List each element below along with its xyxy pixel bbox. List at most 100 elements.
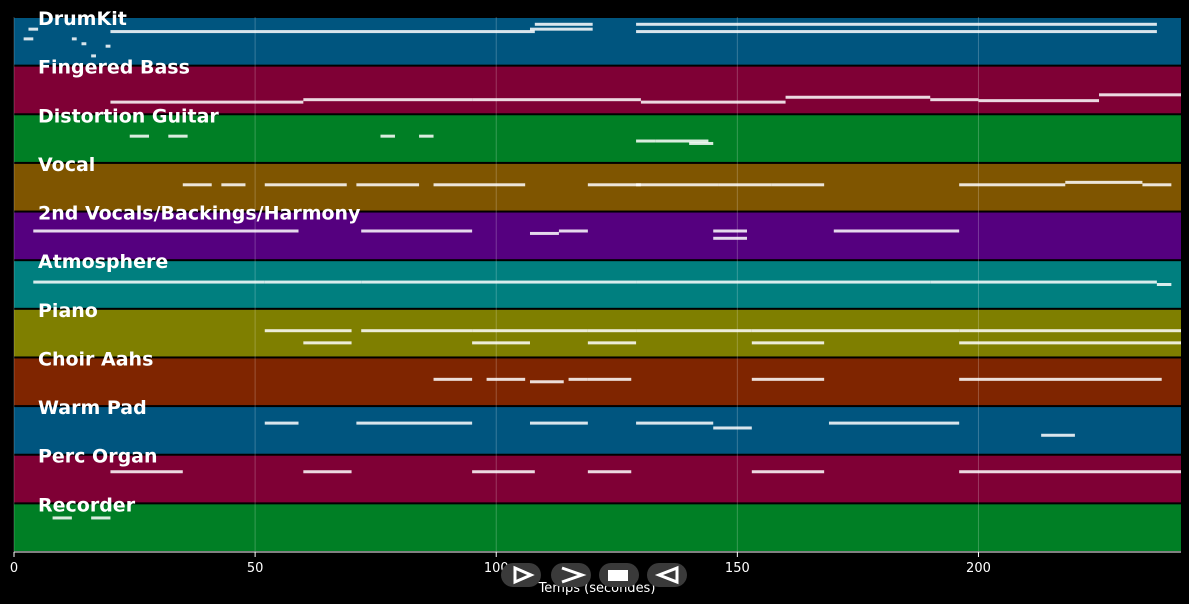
track-lane	[14, 261, 1181, 308]
fast-forward-icon	[561, 566, 587, 584]
note-run	[264, 421, 299, 425]
rewind-icon	[654, 565, 679, 585]
note-run	[751, 329, 960, 333]
play-icon	[513, 565, 535, 585]
track-lane	[14, 504, 1181, 551]
track-label: Perc Organ	[38, 446, 158, 468]
note-run	[636, 421, 714, 425]
note-run	[587, 183, 641, 187]
note-run	[930, 98, 979, 102]
track-lane	[14, 407, 1181, 454]
note-run	[640, 100, 786, 104]
track-lane	[14, 358, 1181, 406]
note-run	[380, 134, 395, 138]
note-run	[472, 329, 588, 333]
note-run	[930, 280, 1157, 284]
note-run	[168, 134, 188, 138]
x-tick-label: 0	[10, 561, 18, 576]
note-run	[433, 377, 473, 381]
note-run	[356, 421, 473, 425]
track-label: Recorder	[38, 494, 136, 516]
note-run	[959, 341, 1181, 345]
note-run	[558, 229, 588, 233]
note-run	[636, 280, 931, 284]
note-run	[71, 37, 77, 41]
note-run	[264, 329, 352, 333]
track-lane	[14, 66, 1181, 114]
note-run	[689, 141, 714, 145]
note-run	[486, 377, 526, 381]
note-run	[751, 377, 825, 381]
track-label: Atmosphere	[38, 251, 168, 273]
note-run	[448, 229, 473, 233]
note-run	[221, 183, 246, 187]
note-run	[419, 134, 434, 138]
playback-controls	[501, 563, 691, 589]
track-label: Fingered Bass	[38, 57, 190, 79]
note-run	[1041, 433, 1075, 437]
note-run	[828, 421, 960, 425]
track-label: Vocal	[38, 154, 95, 176]
note-run	[529, 380, 564, 384]
rewind-button[interactable]	[647, 563, 687, 587]
note-run	[587, 329, 637, 333]
track-lane	[14, 163, 1181, 211]
note-run	[568, 377, 588, 381]
play-button[interactable]	[501, 563, 541, 587]
stop-icon	[608, 570, 628, 581]
note-run	[303, 470, 352, 474]
note-run	[959, 377, 1162, 381]
note-run	[303, 341, 352, 345]
note-run	[361, 280, 637, 284]
note-run	[587, 470, 632, 474]
note-run	[529, 231, 559, 235]
stop-button[interactable]	[599, 563, 639, 587]
track-lane	[14, 115, 1181, 162]
note-run	[587, 341, 637, 345]
note-run	[1065, 180, 1143, 184]
note-run	[264, 183, 347, 187]
note-run	[33, 229, 232, 233]
track-label: Piano	[38, 300, 98, 322]
note-run	[751, 470, 825, 474]
note-run	[110, 470, 183, 474]
note-run	[529, 27, 593, 31]
note-run	[713, 236, 747, 240]
note-run	[472, 470, 535, 474]
note-run	[636, 30, 1157, 34]
x-tick-label: 200	[966, 561, 991, 576]
x-tick-label: 150	[725, 561, 750, 576]
note-run	[231, 229, 299, 233]
note-run	[655, 139, 709, 143]
note-run	[433, 183, 526, 187]
note-run	[472, 98, 641, 102]
note-run	[264, 280, 362, 284]
note-run	[718, 183, 772, 187]
note-run	[33, 280, 265, 284]
track-label: Choir Aahs	[38, 348, 153, 370]
grid-lines	[13, 17, 979, 552]
note-run	[23, 37, 34, 41]
note-run	[1142, 183, 1172, 187]
note-run	[91, 516, 111, 520]
note-run	[472, 341, 530, 345]
note-run	[52, 516, 72, 520]
track-label: 2nd Vocals/Backings/Harmony	[38, 203, 361, 225]
note-run	[771, 183, 825, 187]
note-run	[81, 42, 87, 46]
note-run	[1156, 283, 1172, 286]
track-lanes	[14, 18, 1181, 551]
track-lane	[14, 455, 1181, 503]
track-labels: DrumKit Fingered Bass Distortion Guitar Voc…	[38, 8, 361, 516]
note-run	[534, 22, 593, 26]
track-lane	[14, 309, 1181, 357]
fast-forward-button[interactable]	[551, 563, 591, 587]
note-run	[978, 99, 1100, 103]
note-run	[110, 100, 304, 104]
note-run	[713, 229, 747, 233]
x-tick-label: 50	[247, 561, 264, 576]
note-layer	[23, 22, 1181, 520]
note-run	[959, 470, 1181, 474]
note-run	[361, 229, 449, 233]
